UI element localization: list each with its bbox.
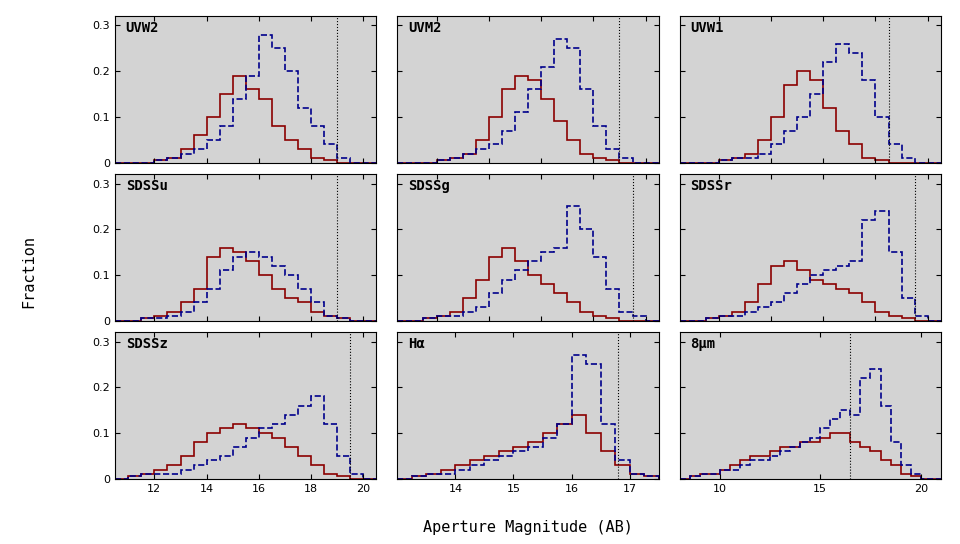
Text: Aperture Magnitude (AB): Aperture Magnitude (AB) bbox=[423, 520, 633, 535]
Text: 8μm: 8μm bbox=[690, 337, 715, 351]
Text: SDSSr: SDSSr bbox=[690, 179, 732, 193]
Text: SDSSz: SDSSz bbox=[126, 337, 168, 351]
Text: UVM2: UVM2 bbox=[408, 21, 442, 35]
Text: SDSSu: SDSSu bbox=[126, 179, 168, 193]
Text: SDSSg: SDSSg bbox=[408, 179, 449, 193]
Text: Fraction: Fraction bbox=[21, 236, 36, 308]
Text: Hα: Hα bbox=[408, 337, 424, 351]
Text: UVW1: UVW1 bbox=[690, 21, 724, 35]
Text: UVW2: UVW2 bbox=[126, 21, 159, 35]
